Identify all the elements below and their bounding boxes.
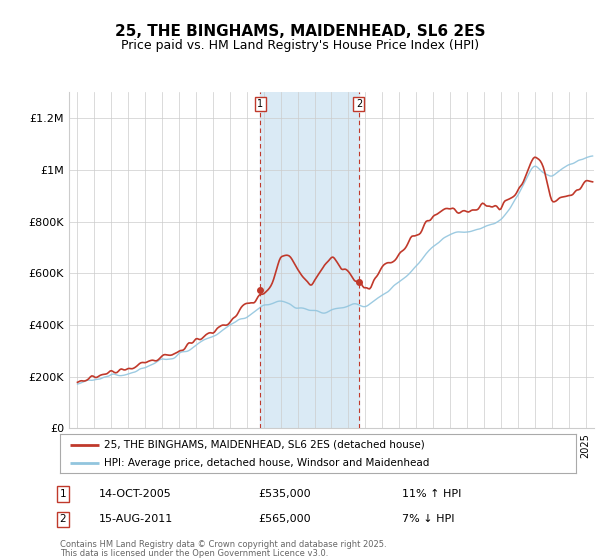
Text: 7% ↓ HPI: 7% ↓ HPI xyxy=(402,514,455,524)
Text: £565,000: £565,000 xyxy=(258,514,311,524)
Text: 1: 1 xyxy=(59,489,67,499)
Text: Contains HM Land Registry data © Crown copyright and database right 2025.: Contains HM Land Registry data © Crown c… xyxy=(60,540,386,549)
Text: 1: 1 xyxy=(257,99,263,109)
Text: 14-OCT-2005: 14-OCT-2005 xyxy=(99,489,172,499)
Text: 11% ↑ HPI: 11% ↑ HPI xyxy=(402,489,461,499)
Bar xyxy=(260,92,359,428)
Text: Price paid vs. HM Land Registry's House Price Index (HPI): Price paid vs. HM Land Registry's House … xyxy=(121,39,479,52)
Text: £535,000: £535,000 xyxy=(258,489,311,499)
Text: 25, THE BINGHAMS, MAIDENHEAD, SL6 2ES (detached house): 25, THE BINGHAMS, MAIDENHEAD, SL6 2ES (d… xyxy=(104,440,425,450)
Text: 2: 2 xyxy=(59,514,67,524)
Text: 25, THE BINGHAMS, MAIDENHEAD, SL6 2ES: 25, THE BINGHAMS, MAIDENHEAD, SL6 2ES xyxy=(115,24,485,39)
Text: 2: 2 xyxy=(356,99,362,109)
Text: 15-AUG-2011: 15-AUG-2011 xyxy=(99,514,173,524)
Text: HPI: Average price, detached house, Windsor and Maidenhead: HPI: Average price, detached house, Wind… xyxy=(104,458,429,468)
Text: This data is licensed under the Open Government Licence v3.0.: This data is licensed under the Open Gov… xyxy=(60,549,328,558)
